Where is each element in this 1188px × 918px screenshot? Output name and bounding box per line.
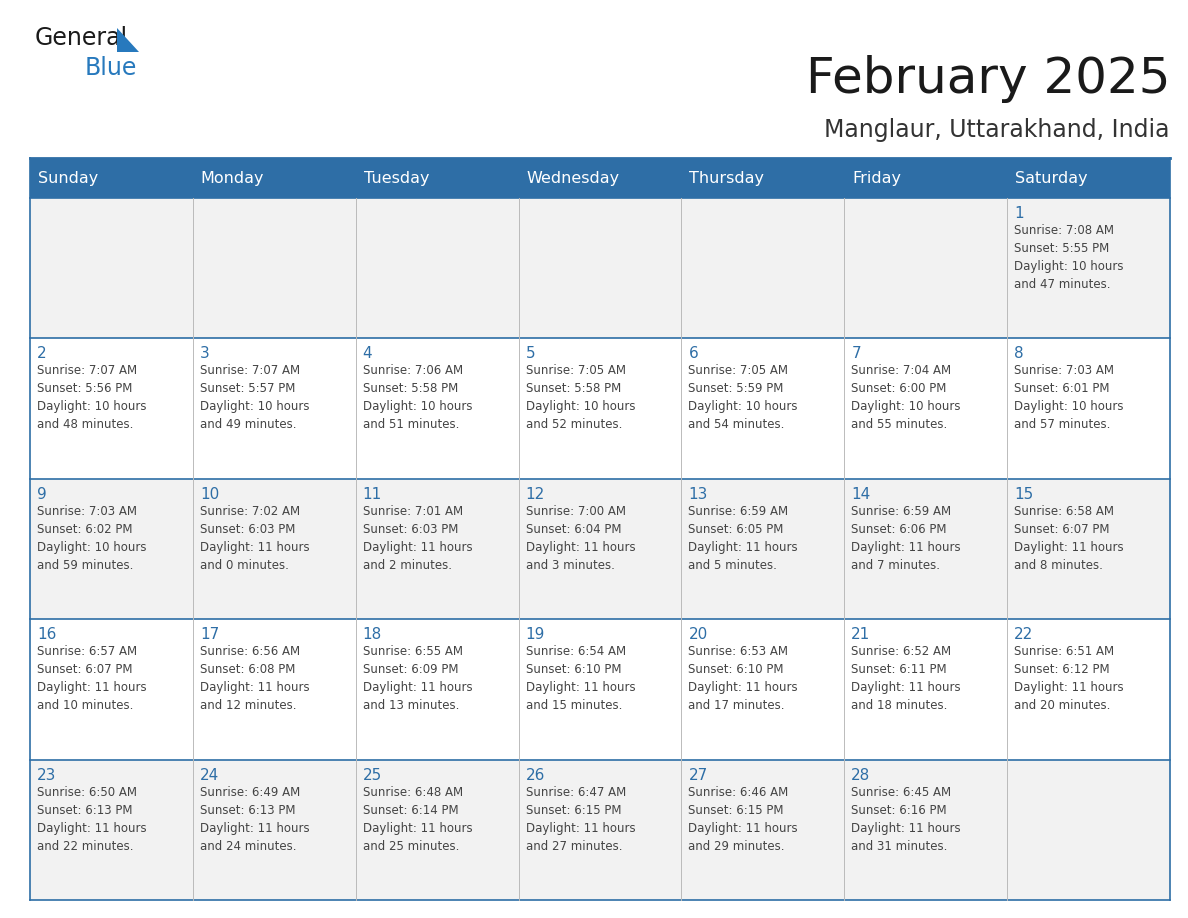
Text: 12: 12 <box>525 487 545 502</box>
Text: 11: 11 <box>362 487 383 502</box>
Text: Sunrise: 7:06 AM
Sunset: 5:58 PM
Daylight: 10 hours
and 51 minutes.: Sunrise: 7:06 AM Sunset: 5:58 PM Dayligh… <box>362 364 472 431</box>
Text: 2: 2 <box>37 346 46 362</box>
Text: 18: 18 <box>362 627 383 643</box>
Text: Sunrise: 7:07 AM
Sunset: 5:56 PM
Daylight: 10 hours
and 48 minutes.: Sunrise: 7:07 AM Sunset: 5:56 PM Dayligh… <box>37 364 146 431</box>
Text: Sunrise: 6:59 AM
Sunset: 6:05 PM
Daylight: 11 hours
and 5 minutes.: Sunrise: 6:59 AM Sunset: 6:05 PM Dayligh… <box>688 505 798 572</box>
Text: 19: 19 <box>525 627 545 643</box>
Bar <box>30 158 1170 198</box>
Text: Thursday: Thursday <box>689 171 764 185</box>
Text: 7: 7 <box>852 346 861 362</box>
Text: 21: 21 <box>852 627 871 643</box>
Text: 27: 27 <box>688 767 708 783</box>
Text: Sunrise: 6:54 AM
Sunset: 6:10 PM
Daylight: 11 hours
and 15 minutes.: Sunrise: 6:54 AM Sunset: 6:10 PM Dayligh… <box>525 645 636 712</box>
Text: Sunrise: 6:58 AM
Sunset: 6:07 PM
Daylight: 11 hours
and 8 minutes.: Sunrise: 6:58 AM Sunset: 6:07 PM Dayligh… <box>1015 505 1124 572</box>
Text: 8: 8 <box>1015 346 1024 362</box>
Bar <box>30 620 1170 759</box>
Text: General: General <box>34 26 128 50</box>
Text: 6: 6 <box>688 346 699 362</box>
Text: Blue: Blue <box>86 56 138 80</box>
Text: Sunrise: 7:02 AM
Sunset: 6:03 PM
Daylight: 11 hours
and 0 minutes.: Sunrise: 7:02 AM Sunset: 6:03 PM Dayligh… <box>200 505 310 572</box>
Bar <box>30 479 1170 620</box>
Text: Friday: Friday <box>852 171 902 185</box>
Bar <box>30 198 1170 339</box>
Text: Sunrise: 6:49 AM
Sunset: 6:13 PM
Daylight: 11 hours
and 24 minutes.: Sunrise: 6:49 AM Sunset: 6:13 PM Dayligh… <box>200 786 310 853</box>
Text: Sunrise: 6:59 AM
Sunset: 6:06 PM
Daylight: 11 hours
and 7 minutes.: Sunrise: 6:59 AM Sunset: 6:06 PM Dayligh… <box>852 505 961 572</box>
Text: 26: 26 <box>525 767 545 783</box>
Text: Saturday: Saturday <box>1015 171 1088 185</box>
Text: 1: 1 <box>1015 206 1024 221</box>
Text: Sunday: Sunday <box>38 171 99 185</box>
Text: 28: 28 <box>852 767 871 783</box>
Text: Sunrise: 6:51 AM
Sunset: 6:12 PM
Daylight: 11 hours
and 20 minutes.: Sunrise: 6:51 AM Sunset: 6:12 PM Dayligh… <box>1015 645 1124 712</box>
Text: Sunrise: 7:03 AM
Sunset: 6:02 PM
Daylight: 10 hours
and 59 minutes.: Sunrise: 7:03 AM Sunset: 6:02 PM Dayligh… <box>37 505 146 572</box>
Text: Sunrise: 7:05 AM
Sunset: 5:59 PM
Daylight: 10 hours
and 54 minutes.: Sunrise: 7:05 AM Sunset: 5:59 PM Dayligh… <box>688 364 798 431</box>
Text: 13: 13 <box>688 487 708 502</box>
Text: Sunrise: 6:52 AM
Sunset: 6:11 PM
Daylight: 11 hours
and 18 minutes.: Sunrise: 6:52 AM Sunset: 6:11 PM Dayligh… <box>852 645 961 712</box>
Text: Sunrise: 7:07 AM
Sunset: 5:57 PM
Daylight: 10 hours
and 49 minutes.: Sunrise: 7:07 AM Sunset: 5:57 PM Dayligh… <box>200 364 309 431</box>
Bar <box>30 339 1170 479</box>
Text: Monday: Monday <box>201 171 265 185</box>
Text: 9: 9 <box>37 487 46 502</box>
Text: Wednesday: Wednesday <box>526 171 620 185</box>
Text: 14: 14 <box>852 487 871 502</box>
Text: 24: 24 <box>200 767 219 783</box>
Text: Sunrise: 7:05 AM
Sunset: 5:58 PM
Daylight: 10 hours
and 52 minutes.: Sunrise: 7:05 AM Sunset: 5:58 PM Dayligh… <box>525 364 636 431</box>
Text: Sunrise: 6:48 AM
Sunset: 6:14 PM
Daylight: 11 hours
and 25 minutes.: Sunrise: 6:48 AM Sunset: 6:14 PM Dayligh… <box>362 786 473 853</box>
Text: 3: 3 <box>200 346 209 362</box>
Text: Sunrise: 6:55 AM
Sunset: 6:09 PM
Daylight: 11 hours
and 13 minutes.: Sunrise: 6:55 AM Sunset: 6:09 PM Dayligh… <box>362 645 473 712</box>
Text: Sunrise: 7:04 AM
Sunset: 6:00 PM
Daylight: 10 hours
and 55 minutes.: Sunrise: 7:04 AM Sunset: 6:00 PM Dayligh… <box>852 364 961 431</box>
Text: Sunrise: 7:03 AM
Sunset: 6:01 PM
Daylight: 10 hours
and 57 minutes.: Sunrise: 7:03 AM Sunset: 6:01 PM Dayligh… <box>1015 364 1124 431</box>
Text: 17: 17 <box>200 627 219 643</box>
Text: February 2025: February 2025 <box>805 55 1170 103</box>
Text: Sunrise: 6:47 AM
Sunset: 6:15 PM
Daylight: 11 hours
and 27 minutes.: Sunrise: 6:47 AM Sunset: 6:15 PM Dayligh… <box>525 786 636 853</box>
Text: 22: 22 <box>1015 627 1034 643</box>
Text: 20: 20 <box>688 627 708 643</box>
Polygon shape <box>116 28 139 52</box>
Text: Sunrise: 6:57 AM
Sunset: 6:07 PM
Daylight: 11 hours
and 10 minutes.: Sunrise: 6:57 AM Sunset: 6:07 PM Dayligh… <box>37 645 146 712</box>
Text: 5: 5 <box>525 346 536 362</box>
Text: Sunrise: 7:01 AM
Sunset: 6:03 PM
Daylight: 11 hours
and 2 minutes.: Sunrise: 7:01 AM Sunset: 6:03 PM Dayligh… <box>362 505 473 572</box>
Text: 4: 4 <box>362 346 372 362</box>
Text: 15: 15 <box>1015 487 1034 502</box>
Text: 10: 10 <box>200 487 219 502</box>
Text: 16: 16 <box>37 627 56 643</box>
Text: Sunrise: 6:56 AM
Sunset: 6:08 PM
Daylight: 11 hours
and 12 minutes.: Sunrise: 6:56 AM Sunset: 6:08 PM Dayligh… <box>200 645 310 712</box>
Bar <box>30 759 1170 900</box>
Text: Sunrise: 7:08 AM
Sunset: 5:55 PM
Daylight: 10 hours
and 47 minutes.: Sunrise: 7:08 AM Sunset: 5:55 PM Dayligh… <box>1015 224 1124 291</box>
Text: Manglaur, Uttarakhand, India: Manglaur, Uttarakhand, India <box>824 118 1170 142</box>
Text: Sunrise: 6:53 AM
Sunset: 6:10 PM
Daylight: 11 hours
and 17 minutes.: Sunrise: 6:53 AM Sunset: 6:10 PM Dayligh… <box>688 645 798 712</box>
Text: Sunrise: 6:46 AM
Sunset: 6:15 PM
Daylight: 11 hours
and 29 minutes.: Sunrise: 6:46 AM Sunset: 6:15 PM Dayligh… <box>688 786 798 853</box>
Text: Sunrise: 6:45 AM
Sunset: 6:16 PM
Daylight: 11 hours
and 31 minutes.: Sunrise: 6:45 AM Sunset: 6:16 PM Dayligh… <box>852 786 961 853</box>
Text: Sunrise: 7:00 AM
Sunset: 6:04 PM
Daylight: 11 hours
and 3 minutes.: Sunrise: 7:00 AM Sunset: 6:04 PM Dayligh… <box>525 505 636 572</box>
Text: 25: 25 <box>362 767 383 783</box>
Text: 23: 23 <box>37 767 56 783</box>
Text: Tuesday: Tuesday <box>364 171 429 185</box>
Text: Sunrise: 6:50 AM
Sunset: 6:13 PM
Daylight: 11 hours
and 22 minutes.: Sunrise: 6:50 AM Sunset: 6:13 PM Dayligh… <box>37 786 146 853</box>
